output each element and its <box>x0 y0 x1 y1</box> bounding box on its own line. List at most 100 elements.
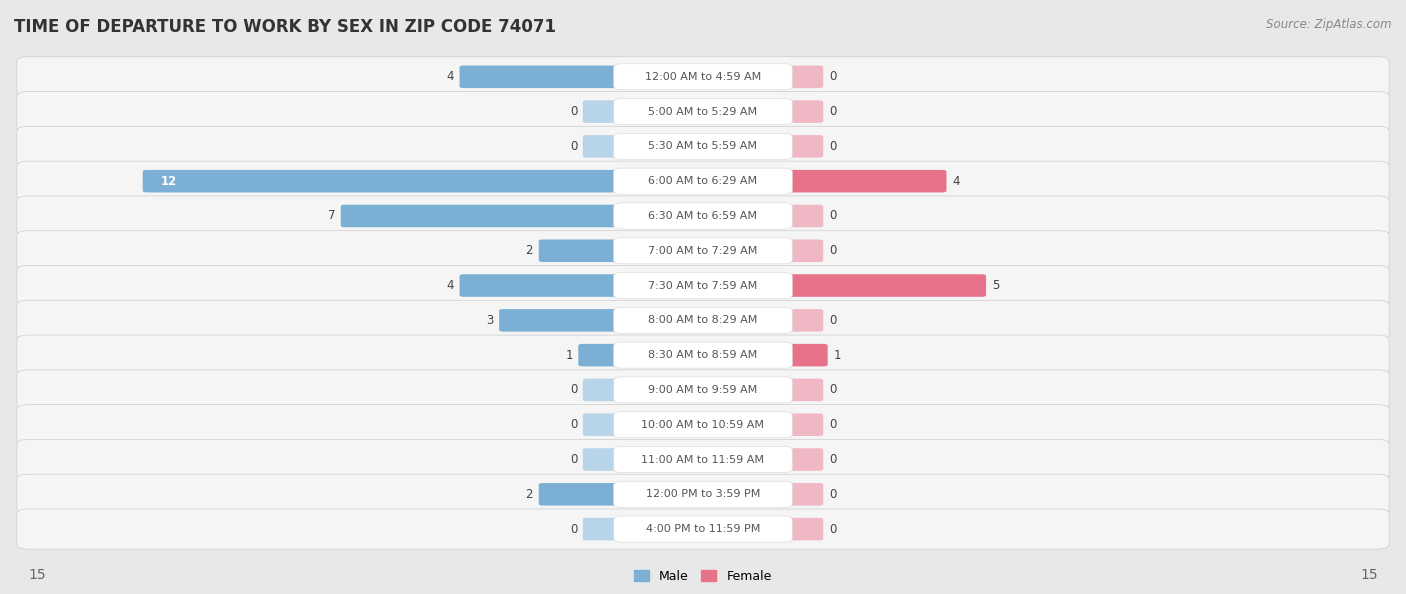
FancyBboxPatch shape <box>779 170 946 192</box>
FancyBboxPatch shape <box>613 516 792 542</box>
FancyBboxPatch shape <box>17 405 1389 445</box>
Text: 0: 0 <box>828 210 837 223</box>
FancyBboxPatch shape <box>613 133 792 159</box>
Text: 0: 0 <box>828 244 837 257</box>
Text: 15: 15 <box>1360 568 1378 582</box>
FancyBboxPatch shape <box>17 440 1389 479</box>
FancyBboxPatch shape <box>17 301 1389 340</box>
FancyBboxPatch shape <box>582 378 626 401</box>
Text: 0: 0 <box>828 418 837 431</box>
Text: 0: 0 <box>569 418 576 431</box>
Text: 4:00 PM to 11:59 PM: 4:00 PM to 11:59 PM <box>645 524 761 534</box>
Text: 0: 0 <box>828 488 837 501</box>
Text: 11:00 AM to 11:59 AM: 11:00 AM to 11:59 AM <box>641 454 765 465</box>
FancyBboxPatch shape <box>578 344 626 366</box>
Text: 12:00 AM to 4:59 AM: 12:00 AM to 4:59 AM <box>645 72 761 82</box>
Text: 3: 3 <box>486 314 494 327</box>
FancyBboxPatch shape <box>613 447 792 473</box>
Text: 12: 12 <box>162 175 177 188</box>
Text: 2: 2 <box>526 488 533 501</box>
FancyBboxPatch shape <box>613 377 792 403</box>
Text: 7:00 AM to 7:29 AM: 7:00 AM to 7:29 AM <box>648 246 758 256</box>
FancyBboxPatch shape <box>17 509 1389 549</box>
Text: 12:00 PM to 3:59 PM: 12:00 PM to 3:59 PM <box>645 489 761 500</box>
FancyBboxPatch shape <box>582 135 626 157</box>
FancyBboxPatch shape <box>613 307 792 333</box>
FancyBboxPatch shape <box>17 266 1389 305</box>
FancyBboxPatch shape <box>779 100 823 123</box>
Text: 5:30 AM to 5:59 AM: 5:30 AM to 5:59 AM <box>648 141 758 151</box>
FancyBboxPatch shape <box>779 378 823 401</box>
Text: TIME OF DEPARTURE TO WORK BY SEX IN ZIP CODE 74071: TIME OF DEPARTURE TO WORK BY SEX IN ZIP … <box>14 18 555 36</box>
Text: 10:00 AM to 10:59 AM: 10:00 AM to 10:59 AM <box>641 420 765 429</box>
FancyBboxPatch shape <box>779 205 823 228</box>
Text: 1: 1 <box>834 349 841 362</box>
Text: 0: 0 <box>569 105 576 118</box>
FancyBboxPatch shape <box>17 57 1389 97</box>
Text: 0: 0 <box>828 140 837 153</box>
Text: 2: 2 <box>526 244 533 257</box>
FancyBboxPatch shape <box>613 481 792 507</box>
FancyBboxPatch shape <box>779 135 823 157</box>
FancyBboxPatch shape <box>582 518 626 541</box>
FancyBboxPatch shape <box>613 342 792 368</box>
Text: 4: 4 <box>952 175 960 188</box>
FancyBboxPatch shape <box>538 483 626 505</box>
FancyBboxPatch shape <box>613 203 792 229</box>
FancyBboxPatch shape <box>613 64 792 90</box>
FancyBboxPatch shape <box>779 518 823 541</box>
FancyBboxPatch shape <box>17 370 1389 410</box>
FancyBboxPatch shape <box>17 335 1389 375</box>
Text: 4: 4 <box>446 279 454 292</box>
Text: 0: 0 <box>828 105 837 118</box>
FancyBboxPatch shape <box>17 230 1389 271</box>
FancyBboxPatch shape <box>17 474 1389 514</box>
FancyBboxPatch shape <box>582 100 626 123</box>
FancyBboxPatch shape <box>779 274 986 297</box>
FancyBboxPatch shape <box>613 238 792 264</box>
FancyBboxPatch shape <box>779 309 823 331</box>
Text: 8:30 AM to 8:59 AM: 8:30 AM to 8:59 AM <box>648 350 758 360</box>
FancyBboxPatch shape <box>17 91 1389 132</box>
Text: 8:00 AM to 8:29 AM: 8:00 AM to 8:29 AM <box>648 315 758 326</box>
FancyBboxPatch shape <box>340 205 626 228</box>
Text: 6:00 AM to 6:29 AM: 6:00 AM to 6:29 AM <box>648 176 758 186</box>
FancyBboxPatch shape <box>499 309 626 331</box>
Text: 0: 0 <box>828 453 837 466</box>
FancyBboxPatch shape <box>538 239 626 262</box>
Text: 1: 1 <box>565 349 572 362</box>
Text: 15: 15 <box>28 568 46 582</box>
Text: 5:00 AM to 5:29 AM: 5:00 AM to 5:29 AM <box>648 106 758 116</box>
FancyBboxPatch shape <box>613 273 792 299</box>
FancyBboxPatch shape <box>143 170 626 192</box>
FancyBboxPatch shape <box>779 65 823 88</box>
Legend: Male, Female: Male, Female <box>630 565 776 587</box>
FancyBboxPatch shape <box>613 168 792 194</box>
Text: 6:30 AM to 6:59 AM: 6:30 AM to 6:59 AM <box>648 211 758 221</box>
FancyBboxPatch shape <box>779 413 823 436</box>
Text: 5: 5 <box>991 279 1000 292</box>
Text: 0: 0 <box>828 383 837 396</box>
Text: 0: 0 <box>569 453 576 466</box>
FancyBboxPatch shape <box>460 65 626 88</box>
Text: 0: 0 <box>828 314 837 327</box>
Text: 4: 4 <box>446 70 454 83</box>
FancyBboxPatch shape <box>460 274 626 297</box>
Text: 0: 0 <box>569 383 576 396</box>
FancyBboxPatch shape <box>17 196 1389 236</box>
FancyBboxPatch shape <box>779 448 823 471</box>
FancyBboxPatch shape <box>17 161 1389 201</box>
Text: 9:00 AM to 9:59 AM: 9:00 AM to 9:59 AM <box>648 385 758 395</box>
FancyBboxPatch shape <box>582 448 626 471</box>
FancyBboxPatch shape <box>779 344 828 366</box>
Text: 0: 0 <box>569 523 576 536</box>
Text: 7:30 AM to 7:59 AM: 7:30 AM to 7:59 AM <box>648 280 758 290</box>
Text: 0: 0 <box>828 523 837 536</box>
FancyBboxPatch shape <box>779 239 823 262</box>
FancyBboxPatch shape <box>779 483 823 505</box>
FancyBboxPatch shape <box>613 99 792 125</box>
Text: Source: ZipAtlas.com: Source: ZipAtlas.com <box>1267 18 1392 31</box>
Text: 7: 7 <box>328 210 335 223</box>
FancyBboxPatch shape <box>582 413 626 436</box>
FancyBboxPatch shape <box>613 412 792 438</box>
